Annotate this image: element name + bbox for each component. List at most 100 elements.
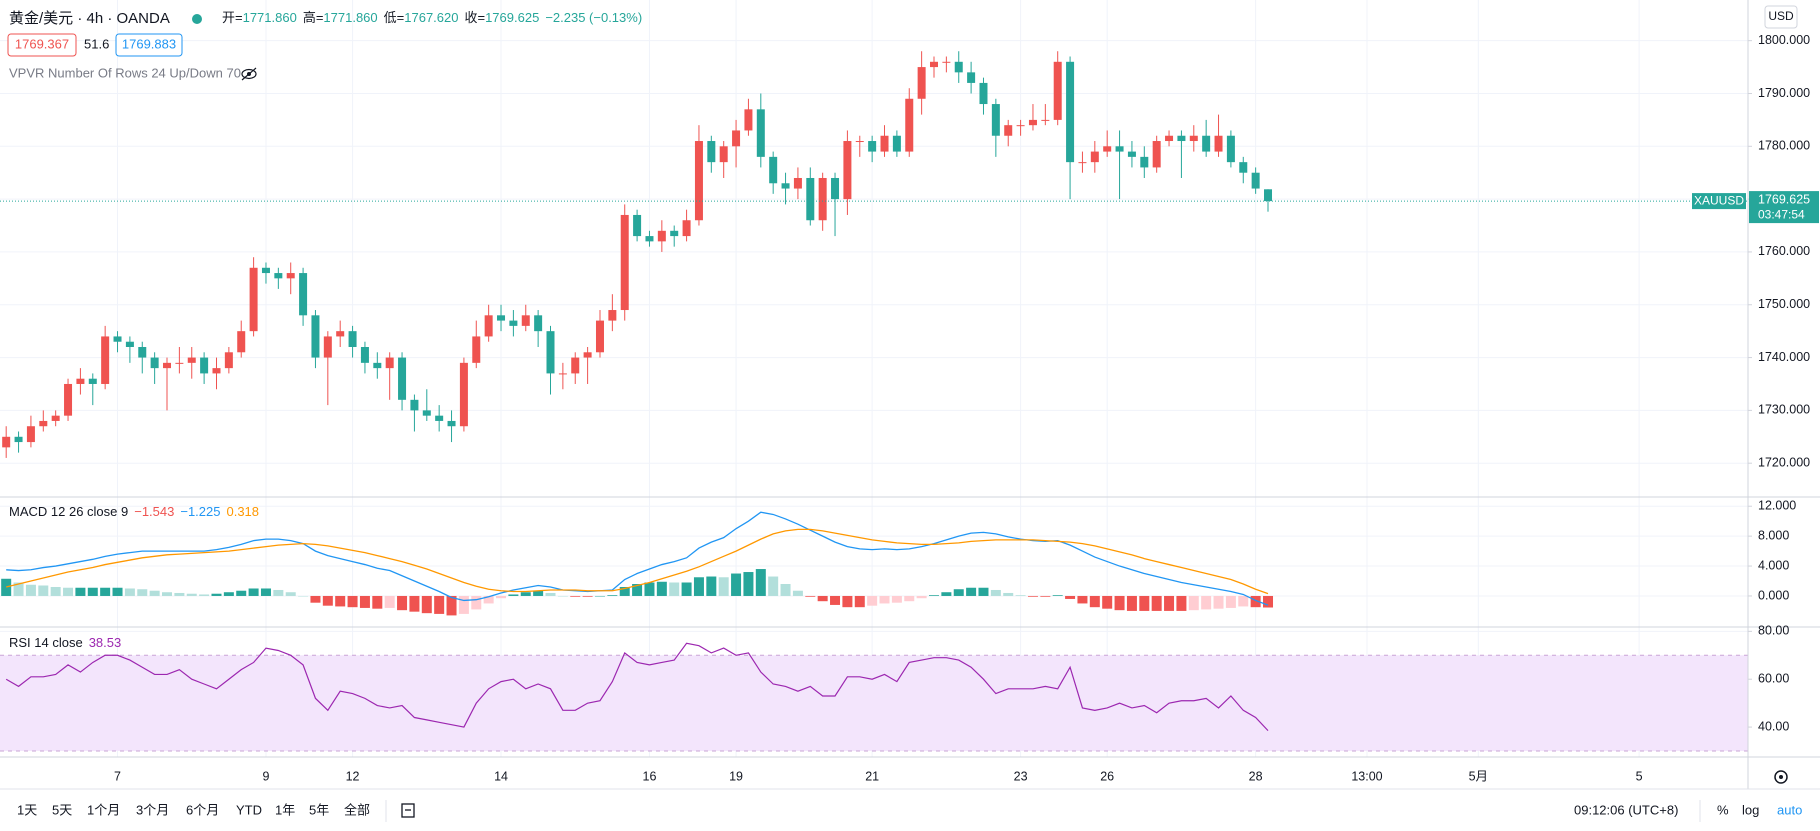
macd-histogram-bar <box>87 587 98 596</box>
macd-histogram-bar <box>100 587 111 596</box>
macd-legend-value: −1.543 <box>134 504 174 519</box>
ohlc-key: 开= <box>222 10 243 25</box>
macd-histogram-bar <box>471 595 482 610</box>
macd-histogram-bar <box>1126 595 1137 611</box>
macd-histogram-bar <box>854 595 865 608</box>
candle-body <box>645 236 654 242</box>
candle-body <box>781 183 790 189</box>
ticker-box <box>1692 193 1746 210</box>
percent-toggle[interactable]: % <box>1717 802 1729 817</box>
candle-body <box>1103 146 1112 152</box>
macd-histogram-bar <box>891 595 902 603</box>
candle-body <box>1264 189 1273 202</box>
macd-histogram-bar <box>1040 595 1051 597</box>
currency-box[interactable] <box>1764 5 1798 29</box>
candle-body <box>1127 151 1136 157</box>
x-tick-label: 19 <box>729 769 743 783</box>
macd-histogram-bar <box>830 595 841 605</box>
macd-histogram-bar <box>162 592 173 596</box>
ask-box[interactable] <box>115 33 183 57</box>
range-button[interactable]: 6个月 <box>186 802 219 817</box>
macd-histogram-bar <box>928 595 939 596</box>
macd-histogram-bar <box>483 595 494 604</box>
macd-histogram-bar <box>1027 595 1038 597</box>
candle-body <box>917 67 926 99</box>
macd-histogram-bar <box>904 595 915 602</box>
macd-histogram-bar <box>63 587 74 596</box>
y-tick-label: 4.000 <box>1758 558 1789 572</box>
x-tick-label: 26 <box>1100 769 1114 783</box>
candle-body <box>892 135 901 152</box>
candle-body <box>1078 162 1087 164</box>
candle-body <box>1152 141 1161 168</box>
rsi-line <box>5 642 1269 732</box>
candle-body <box>336 331 345 337</box>
macd-histogram-bar <box>879 595 890 604</box>
bid-box[interactable] <box>7 33 77 57</box>
range-button[interactable]: YTD <box>236 802 262 817</box>
macd-histogram-bar <box>1238 595 1249 607</box>
range-button[interactable]: 1个月 <box>87 802 120 817</box>
macd-histogram-bar <box>124 588 135 596</box>
hide-icon[interactable] <box>241 67 257 81</box>
macd-histogram-bar <box>1151 595 1162 611</box>
candle-body <box>422 410 431 416</box>
macd-line <box>6 511 1269 606</box>
macd-histogram-bar <box>434 595 445 614</box>
macd-histogram-bar <box>458 595 469 614</box>
macd-histogram-bar <box>731 573 742 596</box>
vpvr-legend: VPVR Number Of Rows 24 Up/Down 70 <box>9 65 241 80</box>
candle-body <box>39 420 48 427</box>
y-tick-label: 60.00 <box>1758 672 1789 686</box>
x-tick-label: 5月 <box>1469 769 1488 783</box>
range-button[interactable]: 5年 <box>309 802 329 817</box>
macd-histogram-bar <box>1213 595 1224 609</box>
candle-body <box>459 362 468 427</box>
candle-body <box>880 135 889 152</box>
range-button[interactable]: 5天 <box>52 802 72 817</box>
macd-histogram-bar <box>1201 595 1212 610</box>
candle-body <box>954 61 963 73</box>
replay-icon[interactable] <box>401 803 415 818</box>
macd-histogram-bar <box>421 595 432 614</box>
clock: 09:12:06 (UTC+8) <box>1574 802 1678 817</box>
candle-body <box>14 436 23 443</box>
x-tick-label: 5 <box>1636 769 1643 783</box>
ticker: XAUUSD <box>1694 193 1744 207</box>
x-tick-label: 7 <box>114 769 121 783</box>
ohlc-key: 收= <box>464 10 485 25</box>
macd-histogram-bar <box>1250 595 1261 608</box>
candle-body <box>633 214 642 237</box>
macd-histogram-bar <box>186 593 197 596</box>
symbol-title: 黄金/美元 · 4h · OANDA <box>9 10 170 27</box>
range-button[interactable]: 全部 <box>344 802 370 817</box>
macd-histogram-bar <box>446 595 457 616</box>
macd-histogram-bar <box>508 594 519 596</box>
macd-histogram-bar <box>248 588 259 596</box>
y-tick-label: 1730.000 <box>1758 403 1810 417</box>
macd-histogram-bar <box>1263 595 1274 608</box>
auto-toggle[interactable]: auto <box>1777 802 1802 817</box>
y-tick-label: 12.000 <box>1758 499 1796 513</box>
range-button[interactable]: 3个月 <box>136 802 169 817</box>
candle-body <box>1251 172 1260 189</box>
range-button[interactable]: 1年 <box>275 802 295 817</box>
candle-body <box>1066 61 1075 163</box>
macd-histogram-bar <box>13 582 24 596</box>
candle-body <box>447 420 456 427</box>
candle-body <box>101 336 110 384</box>
range-button[interactable]: 1天 <box>17 802 37 817</box>
candle-body <box>707 141 716 163</box>
x-tick-label: 12 <box>346 769 360 783</box>
candle-body <box>521 315 530 326</box>
candle-body <box>719 146 728 163</box>
settings-icon[interactable] <box>1774 770 1788 784</box>
macd-histogram-bar <box>273 589 284 596</box>
candle-body <box>175 362 184 364</box>
candle-body <box>868 141 877 152</box>
log-toggle[interactable]: log <box>1742 802 1759 817</box>
candle-body <box>1177 135 1186 142</box>
macd-histogram-bar <box>867 595 878 606</box>
macd-histogram-bar <box>582 595 593 597</box>
macd-histogram-bar <box>149 590 160 596</box>
